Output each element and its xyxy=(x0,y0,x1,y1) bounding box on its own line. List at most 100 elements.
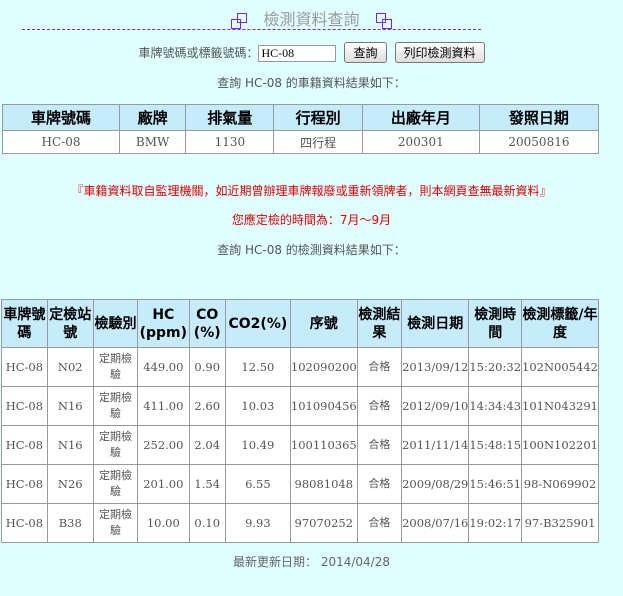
table-cell: 0.90 xyxy=(188,347,226,387)
inspection-caption: 查詢 HC-08 的檢測資料結果如下： xyxy=(217,243,406,257)
table-cell: 98081048 xyxy=(289,464,358,504)
table-cell: 合格 xyxy=(356,386,403,426)
table-cell: 15:48:15 xyxy=(468,425,523,465)
print-button[interactable]: 列印檢測資料 xyxy=(394,42,485,63)
column-header: HC (ppm) xyxy=(137,299,190,348)
table-cell: N16 xyxy=(46,425,94,465)
table-cell: 12.50 xyxy=(224,347,291,387)
square-icon xyxy=(231,12,248,29)
table-cell: 20050816 xyxy=(478,130,600,154)
table-cell: HC-08 xyxy=(1,503,48,543)
table-cell: HC-08 xyxy=(1,347,48,387)
table-row: HC-08 N16 定期檢驗 411.00 2.60 10.03 101090456 合格 20… xyxy=(1,386,599,426)
table-cell: 四行程 xyxy=(273,130,363,154)
table-cell: 定期檢驗 xyxy=(92,425,139,465)
table-row: HC-08 B38 定期檢驗 10.00 0.10 9.93 97070252 合格 2008/… xyxy=(1,503,599,543)
table-cell: 449.00 xyxy=(137,347,190,387)
column-header: 檢測時間 xyxy=(468,299,523,348)
table-cell: HC-08 xyxy=(1,386,48,426)
table-cell: 19:02:17 xyxy=(468,503,523,543)
table-cell: 15:46:51 xyxy=(468,464,523,504)
table-cell: 0.10 xyxy=(188,503,226,543)
table-cell: 252.00 xyxy=(137,425,190,465)
last-updated: 最新更新日期： 2014/04/28 xyxy=(233,555,390,569)
table-cell: 102090200 xyxy=(289,347,358,387)
table-cell: 101090456 xyxy=(289,386,358,426)
table-cell: 1130 xyxy=(185,130,275,154)
column-header: 檢驗別 xyxy=(92,299,139,348)
table-cell: 15:20:32 xyxy=(468,347,523,387)
table-cell: HC-08 xyxy=(1,464,48,504)
table-cell: 2.04 xyxy=(188,425,226,465)
registry-caption: 查詢 HC-08 的車籍資料結果如下： xyxy=(217,76,406,90)
table-cell: 定期檢驗 xyxy=(92,386,139,426)
column-header: 序號 xyxy=(289,299,358,348)
column-header: 發照日期 xyxy=(478,104,600,131)
table-cell: 1.54 xyxy=(188,464,226,504)
column-header: 檢測結果 xyxy=(356,299,403,348)
table-cell: 2009/08/29 xyxy=(401,464,470,504)
table-cell: 2008/07/16 xyxy=(401,503,470,543)
table-cell: 98-N069902 xyxy=(521,464,599,504)
table-cell: HC-08 xyxy=(1,425,48,465)
table-cell: 9.93 xyxy=(224,503,291,543)
table-row: HC-08 N02 定期檢驗 449.00 0.90 12.50 102090200 合格 20… xyxy=(1,347,599,387)
table-row: HC-08 N16 定期檢驗 252.00 2.04 10.49 100110365 合格 20… xyxy=(1,425,599,465)
column-header: CO (%) xyxy=(188,299,226,348)
table-cell: 102N005442 xyxy=(521,347,599,387)
column-header: 廠牌 xyxy=(119,104,187,131)
table-cell: 411.00 xyxy=(137,386,190,426)
column-header: 行程別 xyxy=(273,104,363,131)
table-cell: 定期檢驗 xyxy=(92,503,139,543)
table-cell: 合格 xyxy=(356,464,403,504)
table-cell: 97070252 xyxy=(289,503,358,543)
table-cell: 14:34:43 xyxy=(468,386,523,426)
due-text: 您應定檢的時間為：7月～9月 xyxy=(231,213,392,227)
table-cell: N16 xyxy=(46,386,94,426)
table-cell: 100N102201 xyxy=(521,425,599,465)
table-cell: 10.03 xyxy=(224,386,291,426)
title-text: 檢測資料查詢 xyxy=(263,10,360,29)
column-header: CO2(%) xyxy=(224,299,291,348)
search-label: 車牌號碼或標籤號碼： xyxy=(138,46,259,60)
table-cell: 10.00 xyxy=(137,503,190,543)
column-header: 排氣量 xyxy=(185,104,275,131)
page-title: 檢測資料查詢 xyxy=(0,6,623,30)
column-header: 車牌號碼 xyxy=(1,104,121,131)
table-cell: HC-08 xyxy=(1,130,121,154)
table-cell: 200301 xyxy=(361,130,480,154)
column-header: 車牌號碼 xyxy=(1,299,48,348)
table-row: HC-08 N26 定期檢驗 201.00 1.54 6.55 98081048 合格 2009… xyxy=(1,464,599,504)
table-cell: 合格 xyxy=(356,503,403,543)
query-button[interactable]: 查詢 xyxy=(344,42,387,63)
table-cell: 合格 xyxy=(356,425,403,465)
divider xyxy=(22,29,481,30)
table-cell: 合格 xyxy=(356,347,403,387)
square-icon xyxy=(375,12,392,29)
column-header: 檢測日期 xyxy=(401,299,470,348)
column-header: 檢測標籤/年度 xyxy=(521,299,599,348)
table-cell: 100110365 xyxy=(289,425,358,465)
table-cell: 6.55 xyxy=(224,464,291,504)
table-cell: 97-B325901 xyxy=(521,503,599,543)
column-header: 定檢站號 xyxy=(46,299,94,348)
table-cell: 2013/09/12 xyxy=(401,347,470,387)
table-cell: B38 xyxy=(46,503,94,543)
table-cell: N26 xyxy=(46,464,94,504)
table-cell: BMW xyxy=(119,130,187,154)
column-header: 出廠年月 xyxy=(361,104,480,131)
table-cell: N02 xyxy=(46,347,94,387)
table-cell: 定期檢驗 xyxy=(92,347,139,387)
table-cell: 10.49 xyxy=(224,425,291,465)
registry-table: 車牌號碼 廠牌 排氣量 行程別 出廠年月 發照日期 HC-08 BMW 1130 四行程 20030… xyxy=(1,104,600,154)
table-cell: 201.00 xyxy=(137,464,190,504)
plate-input[interactable] xyxy=(258,45,337,62)
table-cell: 2012/09/10 xyxy=(401,386,470,426)
notice-text: 『車籍資料取自監理機關，如近期曾辦理車牌報廢或重新領牌者，則本網頁查無最新資料』 xyxy=(71,184,552,198)
table-cell: 定期檢驗 xyxy=(92,464,139,504)
table-cell: 2.60 xyxy=(188,386,226,426)
table-cell: 101N043291 xyxy=(521,386,599,426)
inspection-table: 車牌號碼 定檢站號 檢驗別 HC (ppm) CO (%) CO2(%) 序號 檢測結果 檢測日期檢… xyxy=(1,299,599,543)
table-cell: 2011/11/14 xyxy=(401,425,470,465)
